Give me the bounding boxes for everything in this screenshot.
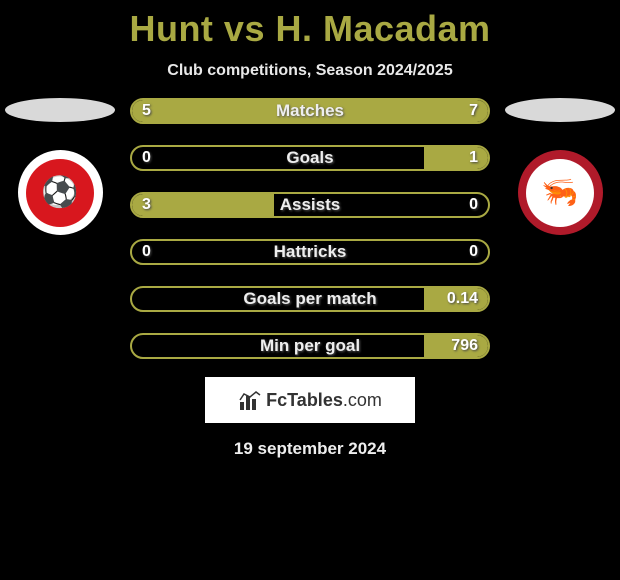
right-team-oval: [505, 98, 615, 122]
stat-row: 3Assists0: [130, 192, 490, 218]
left-team-column: ⚽: [5, 98, 115, 235]
right-team-crest: 🦐: [518, 150, 603, 235]
stat-value-right: 0: [469, 196, 478, 214]
stat-value-left: 3: [142, 196, 151, 214]
right-team-crest-inner: 🦐: [526, 159, 594, 227]
brand-text-strong: FcTables: [266, 390, 343, 410]
stat-value-left: 5: [142, 102, 151, 120]
brand-box: FcTables.com: [205, 377, 415, 423]
stat-row: 0Hattricks0: [130, 239, 490, 265]
stat-value-right: 0: [469, 243, 478, 261]
stat-row: Min per goal796: [130, 333, 490, 359]
stat-fill-left: [132, 194, 274, 216]
stat-value-left: 0: [142, 149, 151, 167]
stat-value-left: 0: [142, 243, 151, 261]
left-team-oval: [5, 98, 115, 122]
stat-fill-right: [424, 147, 488, 169]
date-label: 19 september 2024: [0, 439, 620, 459]
brand-text-light: .com: [343, 390, 382, 410]
stat-value-right: 1: [469, 149, 478, 167]
stat-row: Goals per match0.14: [130, 286, 490, 312]
stat-fill-left: [132, 100, 280, 122]
left-team-crest-inner: ⚽: [26, 159, 94, 227]
stat-row: 0Goals1: [130, 145, 490, 171]
brand-label: FcTables.com: [266, 390, 382, 411]
left-team-crest: ⚽: [18, 150, 103, 235]
subtitle: Club competitions, Season 2024/2025: [0, 62, 620, 80]
stat-fill-right: [280, 100, 488, 122]
brand-chart-icon: [238, 390, 262, 410]
shrimp-icon: 🦐: [541, 178, 578, 208]
page-title: Hunt vs H. Macadam: [0, 0, 620, 50]
stat-row: 5Matches7: [130, 98, 490, 124]
stat-bars: 5Matches70Goals13Assists00Hattricks0Goal…: [130, 98, 490, 359]
stat-label: Hattricks: [132, 242, 488, 262]
comparison-panel: ⚽ 🦐 5Matches70Goals13Assists00Hattricks0…: [0, 98, 620, 359]
stat-value-right: 0.14: [447, 290, 478, 308]
stat-value-right: 796: [451, 337, 478, 355]
football-icon: ⚽: [41, 178, 78, 208]
stat-value-right: 7: [469, 102, 478, 120]
right-team-column: 🦐: [505, 98, 615, 235]
